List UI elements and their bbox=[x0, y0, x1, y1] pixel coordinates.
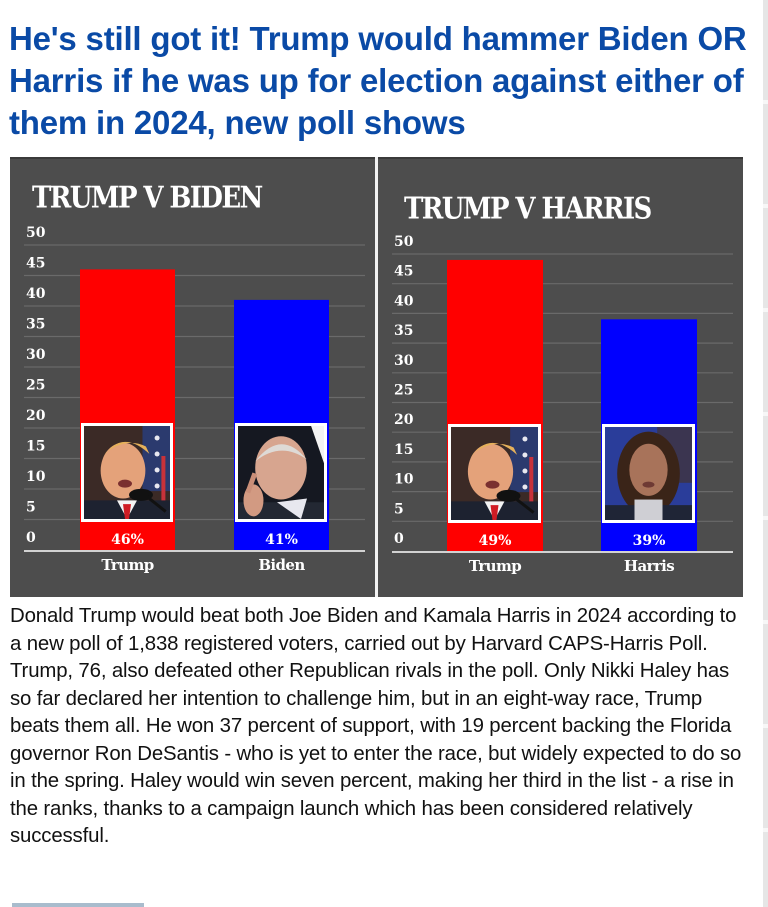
candidate-photo bbox=[81, 423, 173, 522]
y-tick-label: 0 bbox=[26, 530, 36, 546]
trump-portrait bbox=[451, 427, 538, 520]
biden-portrait bbox=[238, 426, 324, 519]
y-tick-label: 20 bbox=[394, 412, 414, 428]
section-divider bbox=[12, 903, 144, 907]
article-headline: He's still got it! Trump would hammer Bi… bbox=[9, 20, 747, 141]
y-tick-label: 50 bbox=[26, 225, 46, 241]
y-tick-label: 35 bbox=[394, 323, 413, 339]
candidate-photo bbox=[235, 423, 327, 522]
y-tick-label: 45 bbox=[394, 264, 413, 280]
x-category-label: Harris bbox=[624, 557, 674, 575]
chart-panel-trump-v-biden: TRUMP V BIDEN 0 5 10 15 20 25 30 35 40 45 50 46% Tru… bbox=[10, 157, 375, 597]
y-tick-label: 40 bbox=[394, 293, 414, 309]
y-tick-label: 0 bbox=[394, 531, 404, 547]
candidate-photo bbox=[448, 424, 541, 523]
y-tick-label: 30 bbox=[394, 353, 414, 369]
y-tick-label: 30 bbox=[26, 347, 46, 363]
candidate-photo bbox=[602, 424, 695, 523]
trump-portrait bbox=[84, 426, 170, 519]
y-tick-label: 20 bbox=[26, 408, 46, 424]
x-category-label: Biden bbox=[258, 556, 305, 574]
y-tick-label: 40 bbox=[26, 286, 46, 302]
y-tick-label: 10 bbox=[26, 469, 46, 485]
chart-panel-trump-v-harris: TRUMP V HARRIS 0 5 10 15 20 25 30 35 40 45 50 49% Tr… bbox=[378, 157, 743, 597]
y-tick-label: 50 bbox=[394, 234, 414, 250]
bar-value-label: 49% bbox=[479, 533, 512, 549]
harris-portrait bbox=[605, 427, 692, 520]
y-tick-label: 25 bbox=[394, 383, 413, 399]
chart-title: TRUMP V BIDEN bbox=[32, 181, 263, 216]
x-category-label: Trump bbox=[101, 556, 153, 574]
panel-divider bbox=[375, 157, 378, 597]
page-scrollbar[interactable] bbox=[763, 0, 768, 907]
y-tick-label: 5 bbox=[26, 500, 36, 516]
bar-chart-trump-v-harris: 0 5 10 15 20 25 30 35 40 45 50 49% Trump 39% Harris bbox=[392, 234, 733, 575]
x-category-label: Trump bbox=[469, 557, 521, 575]
bar-chart-trump-v-biden: 0 5 10 15 20 25 30 35 40 45 50 46% Trump 41% Biden bbox=[24, 225, 365, 574]
bar-value-label: 46% bbox=[111, 532, 144, 548]
y-tick-label: 35 bbox=[26, 317, 45, 333]
y-tick-label: 15 bbox=[394, 442, 413, 458]
bar-value-label: 39% bbox=[633, 533, 666, 549]
article-body: Donald Trump would beat both Joe Biden a… bbox=[10, 605, 742, 847]
y-tick-label: 15 bbox=[26, 439, 45, 455]
bar-value-label: 41% bbox=[265, 532, 298, 548]
chart-title: TRUMP V HARRIS bbox=[404, 192, 652, 227]
y-tick-label: 10 bbox=[394, 472, 414, 488]
y-tick-label: 25 bbox=[26, 378, 45, 394]
y-tick-label: 45 bbox=[26, 256, 45, 272]
y-tick-label: 5 bbox=[394, 501, 404, 517]
